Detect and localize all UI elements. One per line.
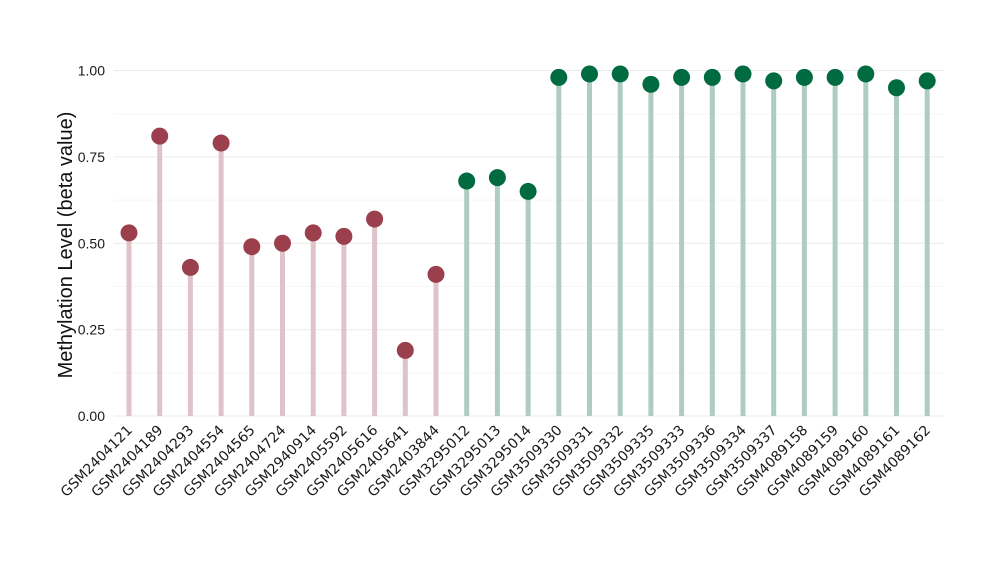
data-point xyxy=(519,182,537,200)
data-point xyxy=(888,79,905,97)
data-point xyxy=(918,72,936,90)
data-point xyxy=(427,265,445,283)
data-point xyxy=(642,75,660,93)
y-tick-label: 0.00 xyxy=(78,408,105,424)
data-point xyxy=(396,341,414,359)
data-point xyxy=(458,172,476,190)
data-point xyxy=(304,224,322,242)
data-point xyxy=(335,227,353,245)
data-point xyxy=(181,258,199,276)
data-point xyxy=(673,68,691,86)
data-point xyxy=(550,68,568,86)
data-point xyxy=(366,210,384,228)
y-tick-label: 1.00 xyxy=(78,63,105,79)
stems xyxy=(126,73,930,416)
x-axis-tick-labels: GSM2404121GSM2404189GSM2404293GSM2404554… xyxy=(58,422,934,500)
data-point xyxy=(212,134,230,152)
data-point xyxy=(488,169,506,187)
data-point xyxy=(120,224,138,242)
y-tick-label: 0.50 xyxy=(78,235,105,251)
data-point xyxy=(243,238,261,256)
data-point xyxy=(611,65,629,83)
data-point xyxy=(581,65,598,83)
y-axis-title: Methylation Level (beta value) xyxy=(55,112,77,379)
data-points xyxy=(120,65,936,359)
data-point xyxy=(826,68,844,86)
data-point xyxy=(703,68,721,86)
y-tick-label: 0.25 xyxy=(78,322,105,338)
y-tick-label: 0.75 xyxy=(78,149,105,165)
data-point xyxy=(765,72,783,90)
data-point xyxy=(857,65,875,83)
y-axis-tick-labels: 0.00 0.25 0.50 0.75 1.00 xyxy=(78,63,105,425)
data-point xyxy=(274,234,291,252)
data-point xyxy=(151,127,169,145)
data-point xyxy=(795,68,813,86)
data-point xyxy=(734,65,752,83)
